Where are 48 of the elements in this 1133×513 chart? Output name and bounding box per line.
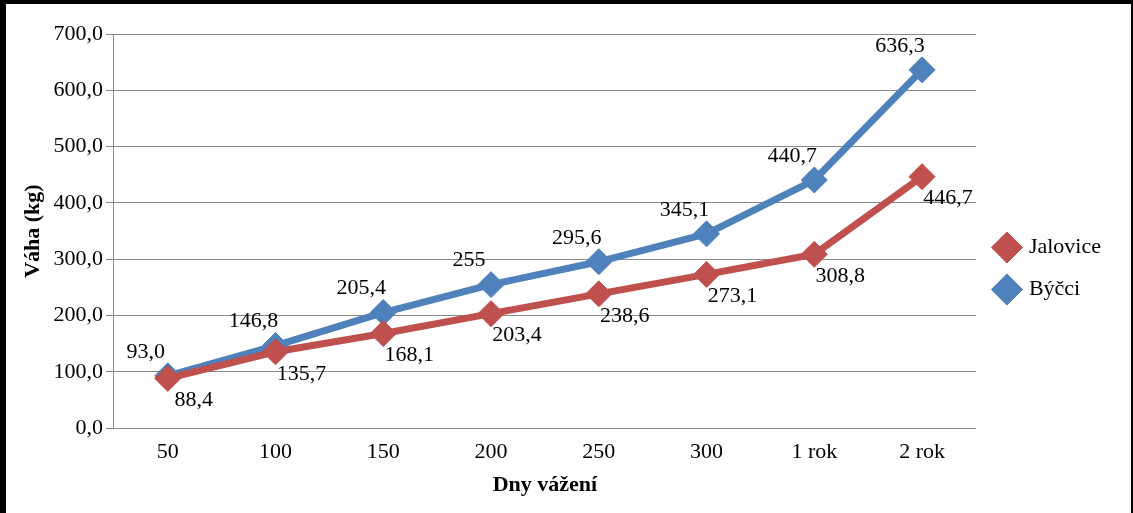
point xyxy=(477,271,505,299)
y-tick-label: 300,0 xyxy=(53,245,103,271)
point xyxy=(693,260,721,288)
point xyxy=(477,300,505,328)
data-label: 255 xyxy=(452,246,486,272)
y-tick-label: 600,0 xyxy=(53,76,103,102)
data-label: 273,1 xyxy=(707,282,758,308)
point xyxy=(800,240,828,268)
y-tick-label: 100,0 xyxy=(53,357,103,383)
point xyxy=(800,166,828,194)
y-tick-label: 0,0 xyxy=(75,413,103,439)
x-tick-label: 100 xyxy=(259,438,293,464)
legend-label: Býčci xyxy=(1028,275,1081,301)
point xyxy=(262,338,290,366)
y-tick-label: 700,0 xyxy=(53,19,103,45)
x-tick-label: 2 rok xyxy=(899,438,945,464)
data-label: 636,3 xyxy=(875,31,925,57)
x-tick-label: 150 xyxy=(366,438,400,464)
data-label: 238,6 xyxy=(600,301,650,327)
legend-label: Jalovice xyxy=(1028,233,1102,259)
data-label: 308,8 xyxy=(815,262,866,288)
point xyxy=(693,220,721,248)
data-label: 205,4 xyxy=(336,274,387,300)
point xyxy=(908,163,936,191)
point xyxy=(908,56,936,84)
data-label: 88,4 xyxy=(174,386,214,412)
x-tick-label: 250 xyxy=(582,438,616,464)
data-label: 440,7 xyxy=(767,141,818,167)
x-tick-label: 300 xyxy=(690,438,724,464)
data-label: 168,1 xyxy=(384,341,435,367)
y-tick-label: 200,0 xyxy=(53,301,103,327)
y-tick-label: 400,0 xyxy=(53,188,103,214)
data-label: 146,8 xyxy=(228,307,279,333)
point xyxy=(369,320,397,348)
point xyxy=(585,248,613,276)
data-label: 93,0 xyxy=(126,337,166,363)
data-label: 345,1 xyxy=(659,195,710,221)
data-label: 446,7 xyxy=(923,184,973,210)
x-tick-label: 50 xyxy=(156,438,179,464)
y-axis-title: Váha (kg) xyxy=(18,184,44,278)
point xyxy=(585,280,613,308)
x-tick-label: 200 xyxy=(474,438,508,464)
y-tick-label: 500,0 xyxy=(53,132,103,158)
data-label: 203,4 xyxy=(492,321,542,347)
x-axis-title: Dny vážení xyxy=(492,471,599,497)
data-label: 295,6 xyxy=(552,223,602,249)
data-label: 135,7 xyxy=(276,359,327,385)
x-tick-label: 1 rok xyxy=(791,438,838,464)
